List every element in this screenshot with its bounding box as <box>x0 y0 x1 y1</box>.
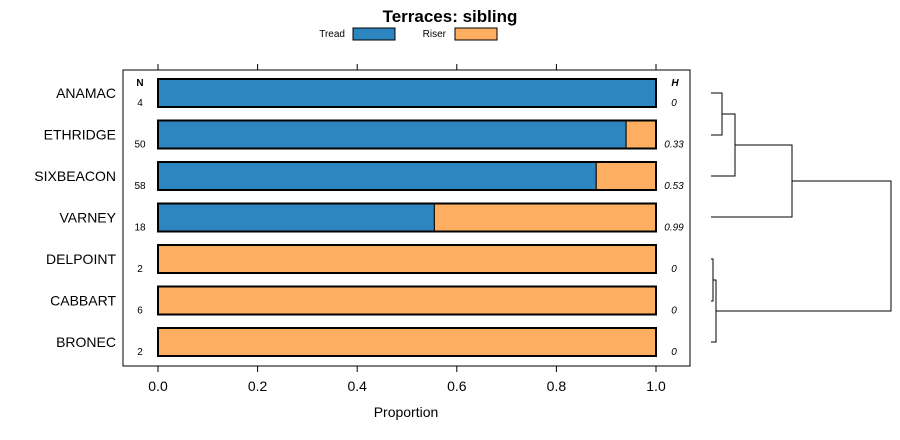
bar-riser-bronec <box>157 327 657 357</box>
category-label-varney: VARNEY <box>59 210 116 226</box>
h-column-header: H <box>671 78 679 89</box>
dendrogram-branch-root <box>716 180 892 312</box>
bar-outline-cabbart <box>157 285 657 316</box>
row-labels-group: ANAMAC 4 0 ETHRIDGE 50 0.33 SIXBEACON 58 0.53 VAR… <box>34 85 684 358</box>
x-tick-label-4: 0.8 <box>547 378 567 394</box>
x-tick-label-3: 0.6 <box>447 378 467 394</box>
category-label-anamac: ANAMAC <box>56 85 116 101</box>
bar-tread-varney <box>157 203 435 232</box>
bar-outline-delpoint <box>157 244 657 274</box>
bar-tread-ethridge <box>157 120 627 149</box>
dendrogram-branch-delpoint-cabbart <box>711 258 714 302</box>
bar-outline-ethridge <box>157 119 657 150</box>
n-value-delpoint: 2 <box>137 264 143 275</box>
h-value-anamac: 0 <box>671 98 677 109</box>
n-value-cabbart: 6 <box>137 306 143 317</box>
n-value-bronec: 2 <box>137 347 143 358</box>
category-label-delpoint: DELPOINT <box>46 251 116 267</box>
category-label-cabbart: CABBART <box>50 293 116 309</box>
h-value-ethridge: 0.33 <box>664 140 684 151</box>
h-value-sixbeacon: 0.53 <box>664 181 684 192</box>
n-column-header: N <box>136 78 143 89</box>
n-value-ethridge: 50 <box>134 140 146 151</box>
bar-riser-varney <box>433 203 657 232</box>
bar-outline-varney <box>157 202 657 233</box>
bar-tread-anamac <box>157 78 657 108</box>
bar-tread-sixbeacon <box>157 161 597 191</box>
legend-swatch-riser <box>454 27 498 41</box>
dendrogram-branch-anamac-ethridge <box>711 92 723 136</box>
dendrogram-branch-varney-join <box>711 144 793 218</box>
x-tick-label-1: 0.2 <box>248 378 268 394</box>
h-value-bronec: 0 <box>671 347 677 358</box>
h-value-varney: 0.99 <box>664 223 684 234</box>
legend: Tread Riser <box>319 27 498 41</box>
category-label-bronec: BRONEC <box>56 334 116 350</box>
bars-group <box>157 78 657 357</box>
x-tick-label-2: 0.4 <box>347 378 367 394</box>
bar-outline-bronec <box>157 327 657 357</box>
bar-riser-sixbeacon <box>595 161 657 191</box>
x-tick-label-0: 0.0 <box>148 378 168 394</box>
n-value-sixbeacon: 58 <box>134 181 146 192</box>
dendrogram <box>711 92 892 343</box>
chart-title: Terraces: sibling <box>383 7 518 26</box>
n-value-anamac: 4 <box>137 98 143 109</box>
plot-frame <box>122 69 691 367</box>
bar-outline-anamac <box>157 78 657 108</box>
n-value-varney: 18 <box>134 223 146 234</box>
category-label-sixbeacon: SIXBEACON <box>34 168 116 184</box>
dendrogram-branch-sixbeacon-join <box>711 113 736 177</box>
legend-label-tread: Tread <box>319 29 345 40</box>
bar-riser-ethridge <box>625 120 657 149</box>
h-value-cabbart: 0 <box>671 306 677 317</box>
bar-riser-delpoint <box>157 244 657 274</box>
x-axis-title: Proportion <box>374 404 439 420</box>
legend-label-riser: Riser <box>423 29 447 40</box>
legend-swatch-tread <box>352 27 396 41</box>
bar-riser-cabbart <box>157 286 657 315</box>
category-label-ethridge: ETHRIDGE <box>44 127 116 143</box>
bar-outline-sixbeacon <box>157 161 657 191</box>
h-value-delpoint: 0 <box>671 264 677 275</box>
x-axis: 0.0 0.2 0.4 0.6 0.8 1.0 <box>148 64 666 394</box>
x-tick-label-5: 1.0 <box>646 378 666 394</box>
